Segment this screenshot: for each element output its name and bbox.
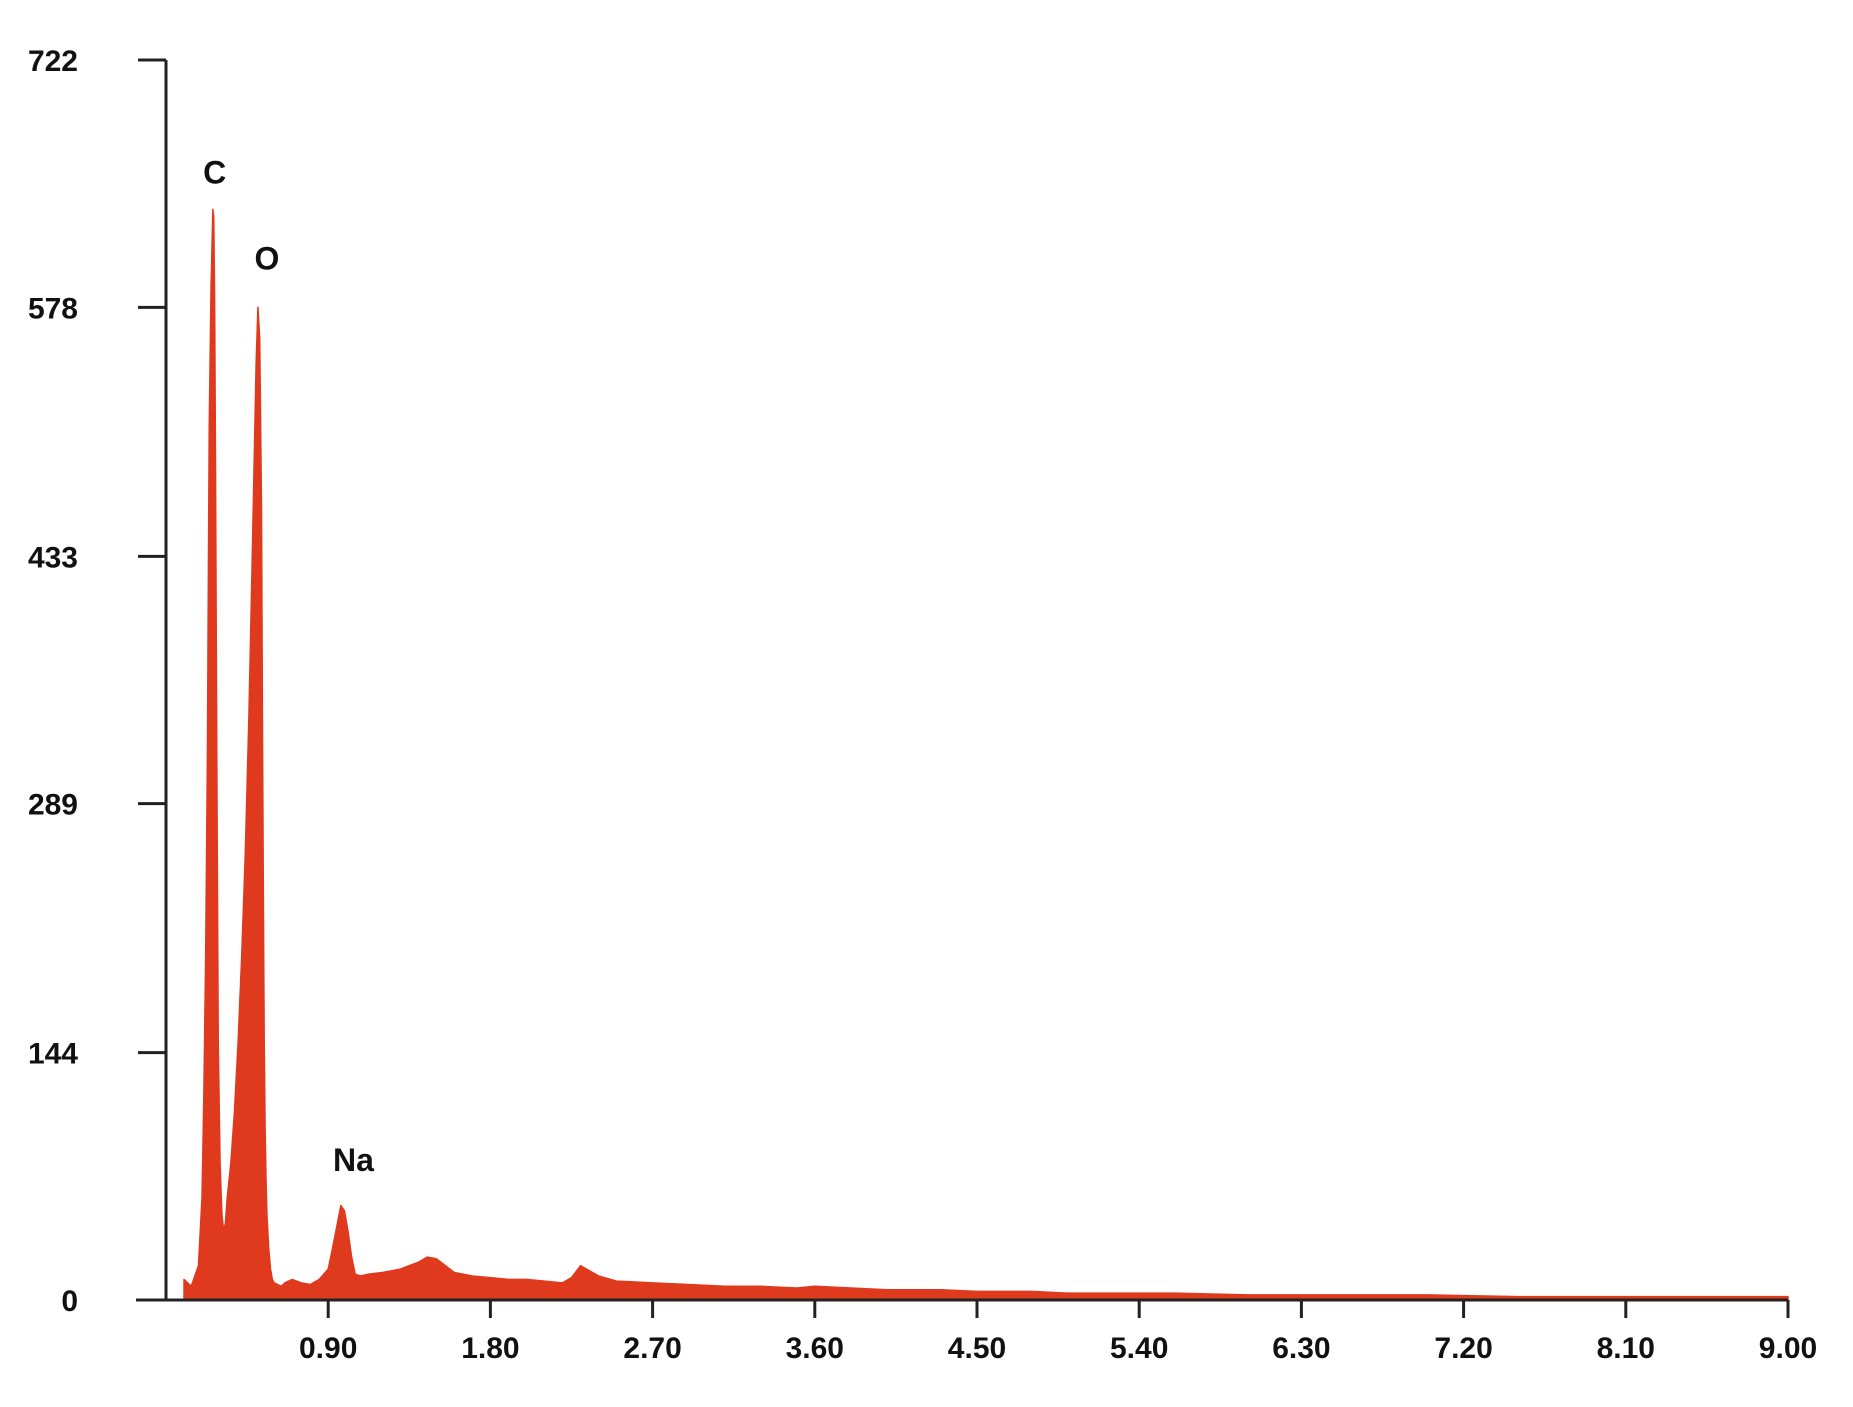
y-tick-label-1: 144: [28, 1038, 78, 1071]
y-tick-label-0: 0: [61, 1285, 78, 1318]
x-tick-label-2: 2.70: [623, 1332, 681, 1365]
y-axis-ticks: 0 144 289 433 578 722: [28, 45, 166, 1318]
y-tick-label-2: 289: [28, 789, 78, 822]
spectrum-layer: [183, 208, 1789, 1301]
peak-annotations: C O Na: [203, 155, 374, 1179]
x-tick-label-0: 0.90: [299, 1332, 357, 1365]
y-tick-label-5: 722: [28, 45, 78, 78]
peak-label-c: C: [203, 155, 226, 191]
x-tick-label-7: 7.20: [1434, 1332, 1492, 1365]
y-tick-label-3: 433: [28, 541, 78, 574]
x-tick-label-8: 8.10: [1597, 1332, 1655, 1365]
x-tick-label-4: 4.50: [948, 1332, 1006, 1365]
peak-label-o: O: [254, 241, 279, 277]
x-tick-label-1: 1.80: [461, 1332, 519, 1365]
x-tick-label-5: 5.40: [1110, 1332, 1168, 1365]
axes-layer: [136, 60, 1788, 1302]
x-tick-label-6: 6.30: [1272, 1332, 1330, 1365]
x-tick-label-3: 3.60: [786, 1332, 844, 1365]
x-tick-label-9: 9.00: [1759, 1332, 1817, 1365]
peak-label-na: Na: [333, 1142, 374, 1178]
x-axis-ticks: 0.90 1.80 2.70 3.60 4.50 5.40 6.30 7.20 8.10 9.00: [299, 1300, 1817, 1365]
y-tick-label-4: 578: [28, 292, 78, 325]
spectrum-area-0: [183, 208, 1789, 1301]
